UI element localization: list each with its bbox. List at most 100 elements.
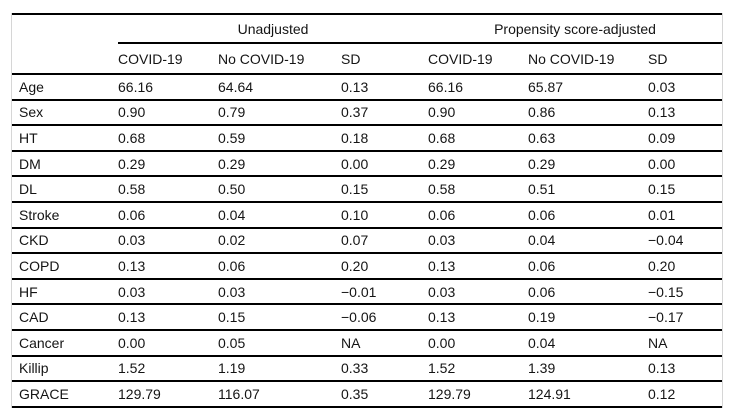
cell-unadjusted-no-covid19: 64.64	[218, 74, 341, 101]
cell-adjusted-no-covid19: 124.91	[528, 381, 648, 408]
cell-adjusted-sd: 0.20	[648, 253, 723, 280]
cell-adjusted-covid19: 0.13	[428, 253, 528, 280]
cell-adjusted-no-covid19: 0.86	[528, 99, 648, 127]
cell-unadjusted-no-covid19: 0.03	[218, 278, 341, 306]
table-row: DL 0.58 0.50 0.15 0.58 0.51 0.15	[12, 176, 723, 203]
table-row: Stroke 0.06 0.04 0.10 0.06 0.06 0.01	[12, 201, 723, 229]
cell-adjusted-sd: −0.04	[648, 227, 723, 255]
table-row: GRACE 129.79 116.07 0.35 129.79 124.91 0…	[12, 381, 723, 408]
cell-adjusted-sd: 0.09	[648, 125, 723, 152]
cell-adjusted-covid19: 0.03	[428, 278, 528, 306]
group-header-unadjusted: Unadjusted	[118, 14, 428, 44]
cell-unadjusted-no-covid19: 116.07	[218, 381, 341, 408]
cell-adjusted-covid19: 0.58	[428, 176, 528, 203]
cell-adjusted-sd: 0.12	[648, 381, 723, 408]
cell-unadjusted-covid19: 0.13	[118, 304, 218, 331]
column-header-row: COVID-19 No COVID-19 SD COVID-19 No COVI…	[12, 43, 723, 75]
cell-unadjusted-no-covid19: 0.04	[218, 201, 341, 229]
cell-adjusted-no-covid19: 0.63	[528, 125, 648, 152]
table-row: Killip 1.52 1.19 0.33 1.52 1.39 0.13	[12, 355, 723, 383]
table-row: CKD 0.03 0.02 0.07 0.03 0.04 −0.04	[12, 227, 723, 255]
row-label: DL	[12, 176, 118, 203]
cell-unadjusted-covid19: 0.00	[118, 329, 218, 357]
column-header-unadjusted-no-covid19: No COVID-19	[218, 43, 341, 75]
cell-unadjusted-sd: −0.01	[341, 278, 428, 306]
row-label: HT	[12, 125, 118, 152]
table-row: HT 0.68 0.59 0.18 0.68 0.63 0.09	[12, 125, 723, 152]
cell-unadjusted-sd: −0.06	[341, 304, 428, 331]
cell-unadjusted-sd: 0.10	[341, 201, 428, 229]
cell-unadjusted-covid19: 0.29	[118, 150, 218, 178]
cell-unadjusted-sd: 0.33	[341, 355, 428, 383]
cell-adjusted-sd: 0.03	[648, 74, 723, 101]
table-row: HF 0.03 0.03 −0.01 0.03 0.06 −0.15	[12, 278, 723, 306]
cell-unadjusted-no-covid19: 0.06	[218, 253, 341, 280]
cell-unadjusted-no-covid19: 0.59	[218, 125, 341, 152]
cell-adjusted-no-covid19: 0.06	[528, 201, 648, 229]
table-row: COPD 0.13 0.06 0.20 0.13 0.06 0.20	[12, 253, 723, 280]
column-header-unadjusted-covid19: COVID-19	[118, 43, 218, 75]
cell-unadjusted-covid19: 0.58	[118, 176, 218, 203]
cell-adjusted-no-covid19: 0.06	[528, 253, 648, 280]
row-label: Cancer	[12, 329, 118, 357]
row-label: Killip	[12, 355, 118, 383]
cell-adjusted-no-covid19: 0.06	[528, 278, 648, 306]
corner-cell	[12, 14, 118, 43]
cell-unadjusted-covid19: 0.13	[118, 253, 218, 280]
cell-adjusted-sd: 0.13	[648, 99, 723, 127]
cell-adjusted-covid19: 1.52	[428, 355, 528, 383]
cell-adjusted-sd: 0.13	[648, 355, 723, 383]
cell-adjusted-covid19: 0.03	[428, 227, 528, 255]
baseline-characteristics-table-figure: Unadjusted Propensity score-adjusted COV…	[11, 13, 723, 408]
cell-adjusted-sd: −0.17	[648, 304, 723, 331]
cell-unadjusted-sd: NA	[341, 329, 428, 357]
row-label: CAD	[12, 304, 118, 331]
cell-adjusted-covid19: 0.13	[428, 304, 528, 331]
table-row: DM 0.29 0.29 0.00 0.29 0.29 0.00	[12, 150, 723, 178]
cell-adjusted-covid19: 0.06	[428, 201, 528, 229]
row-label: CKD	[12, 227, 118, 255]
row-label: Sex	[12, 99, 118, 127]
cell-unadjusted-sd: 0.00	[341, 150, 428, 178]
cell-unadjusted-no-covid19: 0.05	[218, 329, 341, 357]
cell-adjusted-covid19: 0.29	[428, 150, 528, 178]
cell-adjusted-sd: 0.00	[648, 150, 723, 178]
cell-unadjusted-sd: 0.37	[341, 99, 428, 127]
cell-unadjusted-sd: 0.07	[341, 227, 428, 255]
row-label: HF	[12, 278, 118, 306]
column-header-empty	[12, 43, 118, 75]
cell-adjusted-covid19: 0.90	[428, 99, 528, 127]
cell-unadjusted-sd: 0.13	[341, 74, 428, 101]
row-label: Age	[12, 74, 118, 101]
column-header-adjusted-covid19: COVID-19	[428, 43, 528, 75]
row-label: GRACE	[12, 381, 118, 408]
cell-adjusted-covid19: 0.00	[428, 329, 528, 357]
cell-unadjusted-sd: 0.20	[341, 253, 428, 280]
cell-unadjusted-covid19: 1.52	[118, 355, 218, 383]
column-header-adjusted-no-covid19: No COVID-19	[528, 43, 648, 75]
cell-adjusted-no-covid19: 0.04	[528, 227, 648, 255]
cell-unadjusted-covid19: 0.03	[118, 278, 218, 306]
cell-adjusted-no-covid19: 0.04	[528, 329, 648, 357]
cell-unadjusted-covid19: 66.16	[118, 74, 218, 101]
cell-unadjusted-covid19: 0.03	[118, 227, 218, 255]
cell-unadjusted-no-covid19: 0.79	[218, 99, 341, 127]
table-row: Cancer 0.00 0.05 NA 0.00 0.04 NA	[12, 329, 723, 357]
row-label: Stroke	[12, 201, 118, 229]
column-header-unadjusted-sd: SD	[341, 43, 428, 75]
cell-unadjusted-no-covid19: 0.29	[218, 150, 341, 178]
group-header-propensity-score-adjusted: Propensity score-adjusted	[428, 14, 723, 44]
cell-adjusted-covid19: 66.16	[428, 74, 528, 101]
cell-adjusted-covid19: 0.68	[428, 125, 528, 152]
cell-unadjusted-covid19: 0.90	[118, 99, 218, 127]
cell-unadjusted-covid19: 0.68	[118, 125, 218, 152]
cell-adjusted-sd: −0.15	[648, 278, 723, 306]
cell-unadjusted-no-covid19: 0.50	[218, 176, 341, 203]
cell-unadjusted-sd: 0.15	[341, 176, 428, 203]
cell-unadjusted-no-covid19: 0.15	[218, 304, 341, 331]
row-label: COPD	[12, 253, 118, 280]
cell-unadjusted-no-covid19: 0.02	[218, 227, 341, 255]
cell-adjusted-sd: 0.01	[648, 201, 723, 229]
cell-adjusted-sd: 0.15	[648, 176, 723, 203]
cell-adjusted-no-covid19: 0.51	[528, 176, 648, 203]
